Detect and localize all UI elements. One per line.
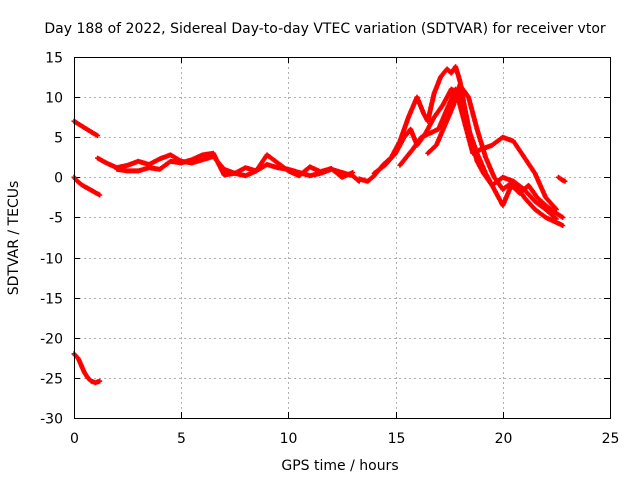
data-point (562, 178, 568, 184)
data-point (97, 192, 103, 198)
series-track-g (371, 86, 566, 220)
x-tick-label: 15 (388, 431, 406, 447)
series-track-j (556, 174, 568, 184)
y-tick-label: 10 (45, 91, 63, 107)
series-track-h (397, 86, 559, 212)
data-point (560, 214, 566, 220)
y-tick-label: 15 (45, 51, 63, 67)
x-tick-label: 0 (70, 431, 79, 447)
series-track-i (425, 82, 559, 222)
y-tick-label: -30 (40, 412, 63, 428)
data-point (95, 133, 101, 139)
series-track-e (114, 150, 356, 180)
data-point (553, 216, 559, 222)
x-tick-label: 20 (495, 431, 513, 447)
data-point (553, 206, 559, 212)
y-tick-label: -10 (40, 252, 63, 268)
y-tick-label: 5 (54, 131, 63, 147)
data-point (560, 223, 566, 228)
y-tick-label: -20 (40, 332, 63, 348)
series-track-a (71, 118, 101, 139)
grid (74, 57, 610, 418)
series-track-b (71, 174, 103, 198)
x-tick-label: 5 (177, 431, 186, 447)
x-axis-label: GPS time / hours (281, 458, 398, 474)
y-tick-label: -5 (49, 211, 63, 227)
series-track-c (71, 351, 103, 386)
x-tick-label: 25 (602, 431, 620, 447)
data-point (97, 378, 103, 384)
y-axis-label: SDTVAR / TECUs (6, 181, 22, 296)
series-track-d (95, 152, 362, 184)
plot-frame (74, 57, 611, 419)
ticks: 0 5 10 15 20 25 -30 -25 -20 -15 -10 -5 0 5 10 15 (40, 51, 619, 448)
x-tick-label: 10 (280, 431, 298, 447)
y-tick-label: -15 (40, 292, 63, 308)
data-points (71, 64, 568, 386)
data-point (350, 170, 356, 175)
chart-title: Day 188 of 2022, Sidereal Day-to-day VTE… (44, 21, 606, 37)
y-tick-label: -25 (40, 372, 63, 388)
y-tick-label: 0 (54, 171, 63, 187)
